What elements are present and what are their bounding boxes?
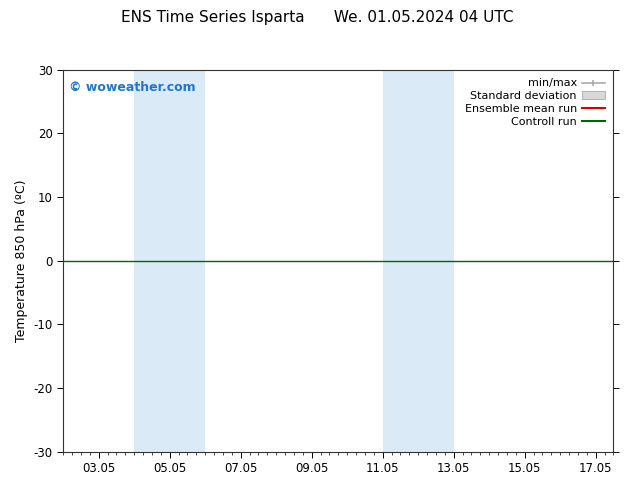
Text: © woweather.com: © woweather.com xyxy=(68,81,195,94)
Bar xyxy=(383,70,454,452)
Text: ENS Time Series Isparta      We. 01.05.2024 04 UTC: ENS Time Series Isparta We. 01.05.2024 0… xyxy=(120,10,514,25)
Legend: min/max, Standard deviation, Ensemble mean run, Controll run: min/max, Standard deviation, Ensemble me… xyxy=(461,75,608,130)
Bar xyxy=(134,70,205,452)
Y-axis label: Temperature 850 hPa (ºC): Temperature 850 hPa (ºC) xyxy=(15,179,28,342)
